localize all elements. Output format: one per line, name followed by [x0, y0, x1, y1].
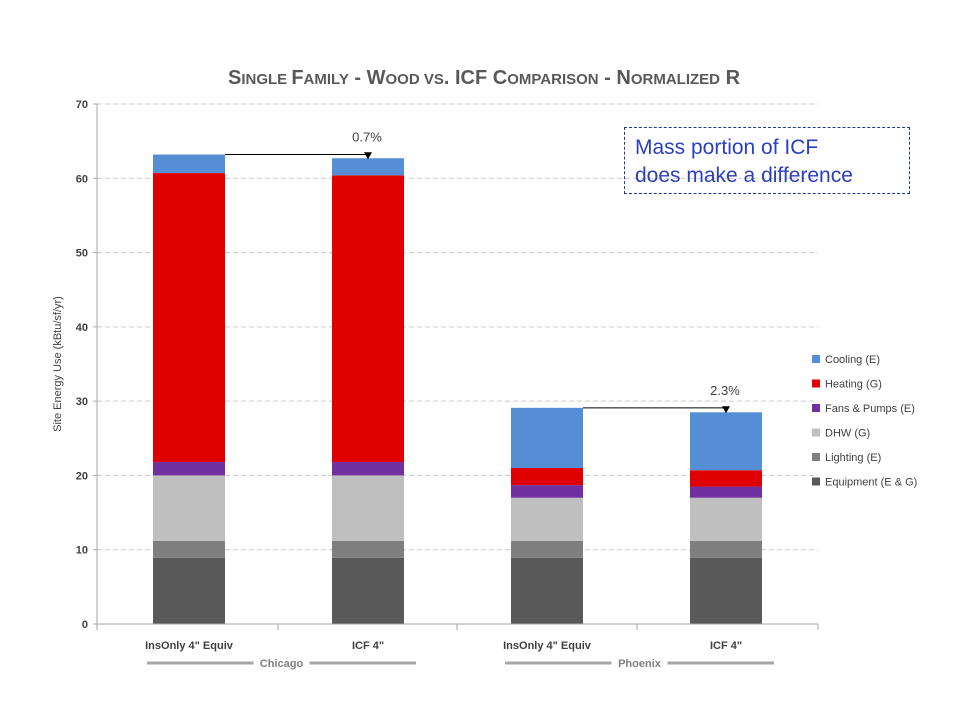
bar-2-lighting-e- — [511, 540, 583, 558]
title-part-1: INGLE — [241, 71, 291, 88]
y-tick-label-50: 50 — [76, 248, 88, 260]
bar-2-cooling-e- — [511, 407, 583, 468]
legend: Cooling (E) Heating (G) Fans & Pumps (E) DH… — [812, 354, 917, 489]
y-tick-label-10: 10 — [76, 545, 88, 557]
y-tick-label-0: 0 — [82, 619, 88, 631]
bar-2-equipment-e-g- — [511, 557, 583, 624]
bar-0-cooling-e- — [153, 154, 225, 174]
bar-3-heating-g- — [690, 470, 762, 487]
title-part-0: S — [228, 67, 241, 89]
annotation-label-1: 2.3% — [710, 383, 740, 398]
y-tick-label-20: 20 — [76, 470, 88, 482]
bar-3-cooling-e- — [690, 412, 762, 471]
title-part-5: W — [367, 67, 386, 89]
x-category-label-1: ICF 4" — [352, 640, 384, 652]
legend-label-dhw-g-: DHW (G) — [825, 428, 870, 440]
annotation-arrow-0 — [364, 152, 372, 160]
legend-label-heating-g-: Heating (G) — [825, 379, 882, 391]
legend-swatch-equipment-e-g- — [812, 477, 820, 486]
x-category-label-0: InsOnly 4" Equiv — [145, 640, 234, 652]
bar-0-heating-g- — [153, 173, 225, 463]
bar-0-equipment-e-g- — [153, 557, 225, 624]
note-box: Mass portion of ICF does make a differen… — [624, 127, 910, 194]
bar-2-heating-g- — [511, 468, 583, 486]
title-part-3: AMILY — [304, 71, 349, 88]
group-label-chicago: Chicago — [260, 658, 304, 670]
bar-2-fans-pumps-e- — [511, 485, 583, 498]
difference-annotations: 0.7% 2.3% — [225, 130, 740, 414]
title-part-13: R — [720, 67, 741, 89]
legend-swatch-lighting-e- — [812, 453, 820, 461]
group-label-phoenix: Phoenix — [618, 658, 662, 670]
bar-3-dhw-g- — [690, 497, 762, 541]
title-part-11: N — [616, 67, 630, 89]
legend-label-lighting-e-: Lighting (E) — [825, 452, 881, 464]
legend-swatch-fans-pumps-e- — [812, 404, 820, 412]
x-category-label-2: InsOnly 4" Equiv — [503, 640, 592, 652]
bar-0-lighting-e- — [153, 540, 225, 558]
y-axis-title: Site Energy Use (kBtu/sf/yr) — [52, 296, 64, 432]
legend-swatch-heating-g- — [812, 379, 820, 388]
title-part-12: ORMALIZED — [631, 71, 720, 88]
y-tick-label-70: 70 — [76, 99, 88, 111]
title-part-2: F — [291, 67, 303, 89]
y-tick-label-30: 30 — [76, 396, 88, 408]
bar-2-dhw-g- — [511, 497, 583, 541]
legend-label-fans-pumps-e-: Fans & Pumps (E) — [825, 403, 915, 415]
annotation-label-0: 0.7% — [352, 130, 382, 145]
title-part-9: OMPARISON — [507, 71, 598, 88]
y-axis: 0 10 20 30 40 50 60 70 — [76, 99, 98, 631]
bar-0-dhw-g- — [153, 475, 225, 541]
title-part-10: - — [599, 67, 617, 89]
title-part-7: . ICF — [444, 67, 493, 89]
x-axis: InsOnly 4" Equiv ICF 4" InsOnly 4" Equiv IC… — [96, 623, 819, 670]
title-part-4: - — [349, 67, 367, 89]
bar-1-dhw-g- — [332, 475, 404, 541]
bar-1-lighting-e- — [332, 540, 404, 558]
title-part-6: OOD VS — [386, 71, 444, 88]
y-tick-label-60: 60 — [76, 173, 88, 185]
bar-3-equipment-e-g- — [690, 557, 762, 624]
x-category-label-3: ICF 4" — [710, 640, 742, 652]
annotation-arrow-1 — [722, 406, 730, 414]
legend-swatch-dhw-g- — [812, 428, 820, 437]
chart-title: SINGLE FAMILY - WOOD VS. ICF COMPARISON … — [228, 67, 741, 89]
legend-swatch-cooling-e- — [812, 355, 820, 363]
bar-1-equipment-e-g- — [332, 557, 404, 624]
legend-label-cooling-e-: Cooling (E) — [825, 354, 880, 366]
note-line-2: does make a difference — [635, 164, 853, 187]
bar-1-cooling-e- — [332, 158, 404, 176]
bar-1-fans-pumps-e- — [332, 462, 404, 476]
bar-1-heating-g- — [332, 175, 404, 463]
note-line-1: Mass portion of ICF — [635, 136, 819, 159]
legend-label-equipment-e-g-: Equipment (E & G) — [825, 477, 917, 489]
y-tick-label-40: 40 — [76, 322, 88, 334]
bar-3-lighting-e- — [690, 540, 762, 558]
bar-0-fans-pumps-e- — [153, 462, 225, 476]
title-part-8: C — [493, 67, 507, 89]
bar-3-fans-pumps-e- — [690, 486, 762, 498]
bars — [153, 154, 762, 624]
